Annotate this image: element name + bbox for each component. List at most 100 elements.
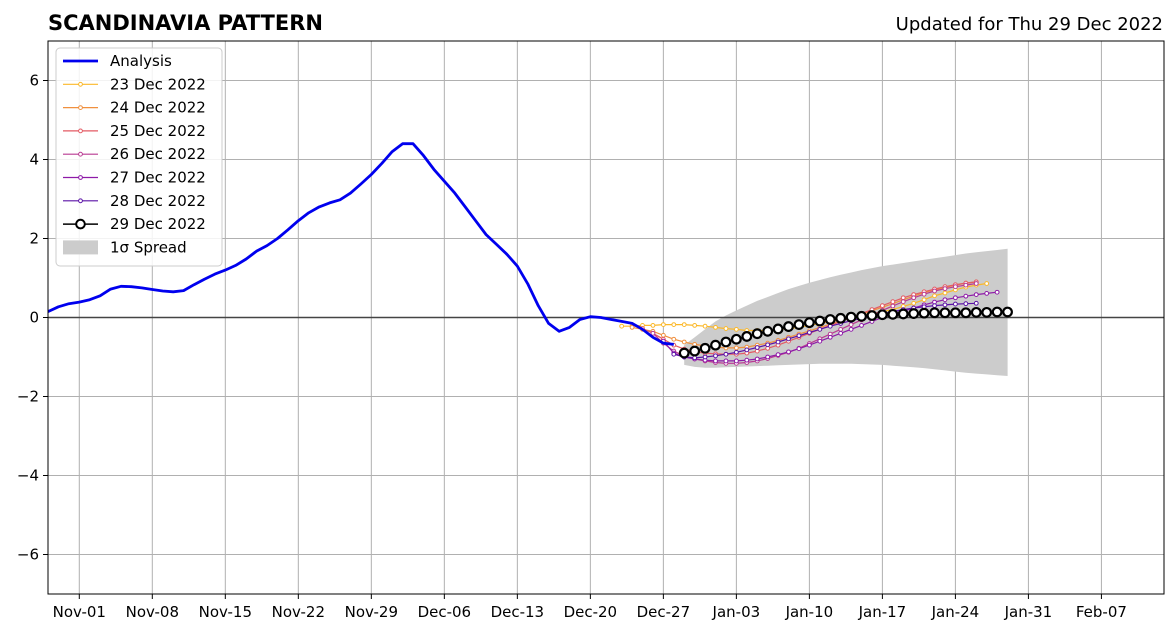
- forecast-point: [911, 295, 917, 301]
- current-forecast-point: [939, 307, 951, 319]
- current-forecast-point: [960, 307, 972, 319]
- forecast-point: [650, 323, 656, 328]
- current-forecast-point: [689, 345, 701, 357]
- legend-entry: 1σ Spread: [63, 238, 187, 256]
- forecast-point: [838, 330, 844, 336]
- forecast-point: [744, 347, 750, 353]
- forecast-point: [848, 326, 854, 332]
- forecast-point: [702, 323, 708, 329]
- legend-label: 26 Dec 2022: [110, 145, 206, 163]
- current-forecast-point: [991, 306, 1003, 318]
- current-forecast-point: [762, 325, 774, 337]
- legend-entry: 23 Dec 2022: [63, 75, 206, 93]
- y-tick-label: −6: [17, 546, 39, 564]
- series-layer: [47, 142, 1013, 366]
- legend-label: 24 Dec 2022: [110, 99, 206, 117]
- current-forecast-point: [1002, 306, 1013, 318]
- current-forecast-point: [970, 306, 982, 318]
- legend-entry: 28 Dec 2022: [63, 192, 206, 210]
- forecast-point: [848, 322, 854, 328]
- forecast-point: [733, 345, 739, 351]
- forecast-point: [681, 339, 687, 345]
- current-forecast-point: [908, 308, 920, 319]
- forecast-point: [786, 336, 791, 342]
- current-forecast-point: [897, 308, 909, 320]
- current-forecast-point: [950, 307, 961, 319]
- legend: Analysis 23 Dec 2022 24 Dec 2022 25 Dec 202…: [55, 47, 223, 267]
- forecast-point: [921, 291, 927, 297]
- current-forecast-point: [814, 315, 826, 327]
- legend-marker: [78, 128, 83, 134]
- x-tick-label: Jan-31: [1004, 603, 1053, 621]
- y-tick-label: 4: [29, 151, 39, 169]
- forecast-point: [713, 324, 718, 330]
- forecast-point: [984, 291, 990, 296]
- x-tick-label: Feb-07: [1076, 603, 1127, 621]
- forecast-point: [932, 303, 937, 309]
- forecast-point: [806, 342, 812, 348]
- forecast-point: [733, 326, 739, 332]
- current-forecast-point: [751, 328, 763, 340]
- plot-frame: [47, 40, 1165, 595]
- forecast-point: [713, 358, 718, 364]
- forecast-point: [838, 326, 844, 332]
- forecast-point: [963, 282, 969, 288]
- current-forecast-point: [887, 308, 899, 320]
- forecast-point: [953, 284, 958, 290]
- current-forecast-point: [793, 319, 805, 331]
- forecast-point: [984, 281, 990, 286]
- current-forecast-point: [699, 342, 711, 354]
- x-tick-label: Dec-13: [491, 603, 545, 621]
- legend-entry: 25 Dec 2022: [63, 122, 206, 140]
- forecast-point: [963, 301, 969, 307]
- forecast-point: [817, 326, 823, 332]
- legend-entry: 27 Dec 2022: [63, 169, 206, 187]
- x-tick-label: Dec-06: [418, 603, 472, 621]
- current-forecast-point: [678, 347, 690, 359]
- x-tick-label: Nov-22: [272, 603, 325, 621]
- forecast-point: [744, 357, 750, 363]
- legend-marker: [78, 105, 83, 110]
- forecast-point: [692, 323, 698, 328]
- legend-label: 29 Dec 2022: [110, 215, 206, 233]
- legend-marker: [78, 198, 83, 204]
- legend-entry: 26 Dec 2022: [63, 145, 206, 163]
- current-forecast-point: [710, 339, 721, 351]
- forecast-point: [963, 293, 969, 299]
- legend-label: 25 Dec 2022: [110, 122, 206, 140]
- forecast-point: [973, 300, 979, 306]
- y-tick-label: −2: [17, 388, 39, 406]
- forecast-point: [900, 295, 906, 301]
- x-tick-label: Jan-17: [858, 603, 907, 621]
- forecast-point: [796, 346, 802, 352]
- legend-box: [55, 47, 223, 267]
- x-tick-label: Nov-15: [199, 603, 252, 621]
- forecast-point: [932, 293, 937, 299]
- current-forecast-point: [835, 312, 847, 324]
- current-forecast-point: [929, 307, 940, 319]
- x-tick-label: Jan-10: [785, 603, 834, 621]
- y-tick-label: 2: [29, 230, 39, 248]
- forecast-point: [932, 288, 937, 294]
- forecast-point: [942, 286, 948, 292]
- forecast-point: [942, 297, 948, 303]
- legend-marker: [78, 175, 83, 180]
- chart-title: SCANDINAVIA PATTERN: [48, 11, 323, 35]
- current-forecast-point: [720, 336, 732, 348]
- forecast-point: [733, 358, 739, 364]
- forecast-point: [681, 322, 687, 328]
- legend-label: 23 Dec 2022: [110, 75, 206, 93]
- forecast-point: [911, 300, 917, 306]
- legend-swatch: [63, 240, 98, 255]
- forecast-point: [754, 356, 760, 362]
- forecast-point: [733, 349, 739, 355]
- y-tick-label: 0: [29, 309, 39, 327]
- legend-label: Analysis: [110, 52, 172, 70]
- current-forecast-point: [824, 314, 836, 325]
- forecast-point: [660, 332, 666, 338]
- current-forecast-point: [741, 331, 753, 342]
- forecast-point: [671, 322, 677, 328]
- current-forecast-point: [856, 310, 867, 322]
- forecast-point: [775, 352, 781, 358]
